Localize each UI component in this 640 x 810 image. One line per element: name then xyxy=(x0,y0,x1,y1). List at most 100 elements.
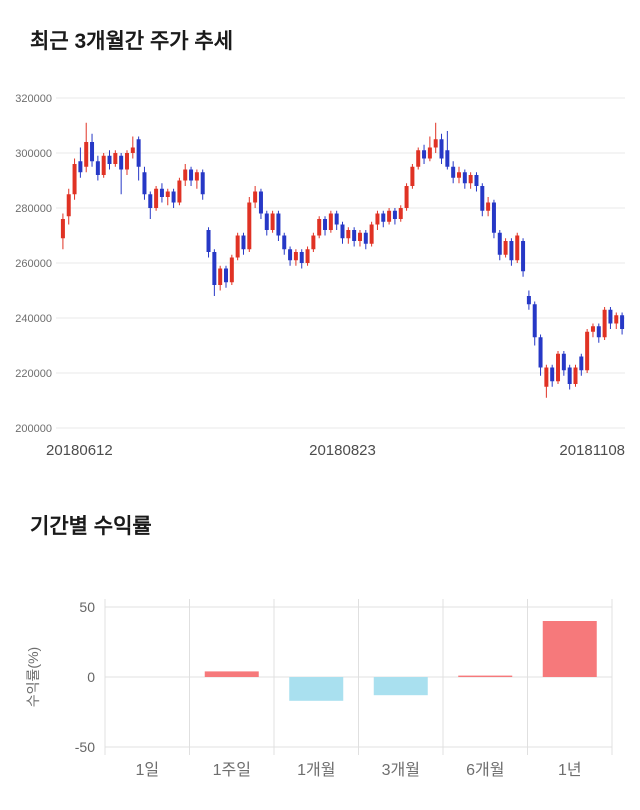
candle-body xyxy=(381,213,386,222)
candle-body xyxy=(154,188,159,208)
y-tick-label: 220000 xyxy=(15,368,52,380)
candle-body xyxy=(357,232,362,241)
candle-body xyxy=(573,367,578,384)
candle-body xyxy=(427,147,432,159)
candle-body xyxy=(282,235,287,250)
candle-body xyxy=(66,194,71,217)
candle-body xyxy=(189,169,194,181)
y-tick-label: 320000 xyxy=(15,93,52,105)
candle-body xyxy=(404,186,409,208)
candle-body xyxy=(218,268,223,285)
candle-body xyxy=(398,208,403,219)
candle-body xyxy=(212,252,217,285)
y-tick-label: -50 xyxy=(75,739,95,755)
candle-body xyxy=(148,194,153,208)
candlestick-chart: 200000 220000 240000 260000 280000 300000 3200… xyxy=(15,93,625,459)
candle-body xyxy=(229,257,234,283)
candle-body xyxy=(95,161,100,175)
candle-body xyxy=(416,150,421,167)
candle-body xyxy=(538,337,543,368)
candle-body xyxy=(241,235,246,250)
candle-body xyxy=(608,309,613,324)
candle-body xyxy=(206,230,211,252)
return-bar xyxy=(542,621,597,677)
candle-body xyxy=(439,139,444,159)
candle-body xyxy=(165,191,170,197)
x-tick-label: 20181108 xyxy=(559,442,625,459)
candle-body xyxy=(136,139,141,167)
candle-body xyxy=(299,252,304,263)
candle-body xyxy=(375,213,380,225)
candle-body xyxy=(119,155,124,170)
candle-body xyxy=(264,213,269,230)
candle-body xyxy=(84,142,89,167)
candle-body xyxy=(247,202,252,250)
candle-body xyxy=(258,191,263,214)
candle-body xyxy=(369,224,374,244)
return-bar xyxy=(204,671,259,677)
y-tick-label: 260000 xyxy=(15,258,52,270)
x-tick-label: 1개월 xyxy=(297,761,335,779)
x-tick-label: 1일 xyxy=(135,761,159,779)
candle-body xyxy=(224,268,229,283)
candle-body xyxy=(614,315,619,324)
candle-body xyxy=(596,326,601,338)
candle-body xyxy=(253,191,258,203)
candle-body xyxy=(410,166,415,186)
candle-body xyxy=(270,213,275,230)
candle-body xyxy=(486,202,491,211)
candle-body xyxy=(293,252,298,261)
candle-body xyxy=(107,155,112,164)
return-bar xyxy=(373,677,428,696)
candle-body xyxy=(532,304,537,338)
price-trend-title: 최근 3개월간 주가 추세 xyxy=(30,30,234,53)
candle-body xyxy=(387,210,392,222)
x-tick-label: 1주일 xyxy=(213,761,251,779)
candle-body xyxy=(544,367,549,387)
candle-body xyxy=(509,241,514,261)
candle-body xyxy=(142,172,147,195)
candle-body xyxy=(346,230,351,239)
candle-body xyxy=(72,164,77,195)
candle-body xyxy=(590,326,595,332)
candle-body xyxy=(311,235,316,250)
candle-body xyxy=(113,153,118,164)
x-tick-label: 20180612 xyxy=(46,442,113,459)
candle-body xyxy=(177,180,182,203)
candle-body xyxy=(363,232,368,244)
candle-body xyxy=(462,172,467,184)
candle-body xyxy=(422,150,427,159)
candle-body xyxy=(235,235,240,258)
x-tick-label: 6개월 xyxy=(466,761,504,779)
candle-body xyxy=(171,191,176,203)
return-bar xyxy=(289,677,344,701)
y-tick-label: 280000 xyxy=(15,203,52,215)
returns-title: 기간별 수익률 xyxy=(30,515,152,538)
candle-body xyxy=(526,296,531,305)
candle-body xyxy=(276,213,281,236)
y-axis-title: 수익률(%) xyxy=(25,647,41,707)
candle-body xyxy=(392,210,397,219)
y-tick-label: 0 xyxy=(87,669,95,685)
candle-body xyxy=(480,186,485,211)
x-tick-label: 1년 xyxy=(558,761,582,779)
candle-body xyxy=(474,175,479,186)
y-tick-label: 50 xyxy=(79,599,95,615)
candle-body xyxy=(585,331,590,371)
candle-body xyxy=(456,172,461,178)
candle-body xyxy=(317,219,322,236)
candle-body xyxy=(200,172,205,195)
candle-body xyxy=(503,241,508,255)
candle-body xyxy=(328,213,333,230)
candle-body xyxy=(497,232,502,255)
candle-body xyxy=(567,367,572,384)
x-tick-label: 20180823 xyxy=(309,442,376,459)
candle-body xyxy=(550,367,555,382)
candle-body xyxy=(515,235,520,261)
candle-body xyxy=(340,224,345,239)
candle-body xyxy=(60,219,65,239)
candle-body xyxy=(101,155,106,175)
page: 최근 3개월간 주가 추세 200000 220000 240000 260000 28… xyxy=(15,30,625,779)
candle-body xyxy=(451,166,456,178)
candle-body xyxy=(620,315,625,329)
